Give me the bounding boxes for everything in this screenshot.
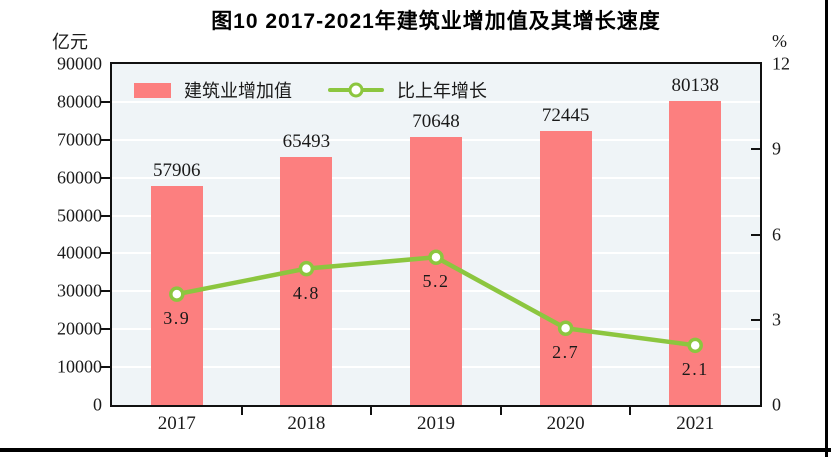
x-axis-label-2021: 2021	[676, 413, 715, 434]
plot-area: 建筑业增加值 比上年增长 57906 65493 70648 72445 80138 3.…	[110, 62, 762, 407]
y-left-tick-label-90000: 90000	[57, 53, 102, 74]
x-axis-label-2019: 2019	[417, 413, 455, 434]
y-left-tick-mark-10000	[101, 366, 110, 369]
x-axis-label-2020: 2020	[546, 413, 585, 434]
bar-value-label-2021: 80138	[671, 75, 719, 97]
x-axis-tick-mark-2	[370, 407, 373, 415]
y-left-tick-label-0: 0	[93, 394, 102, 415]
y-left-tick-label-70000: 70000	[57, 129, 102, 150]
left-axis-unit-label: 亿元	[52, 32, 88, 52]
y-left-tick-mark-70000	[101, 138, 110, 141]
growth-line-layer	[169, 249, 703, 354]
y-right-tick-mark-3	[751, 318, 760, 321]
y-right-tick-label-6: 6	[772, 224, 781, 244]
y-left-tick-mark-30000	[101, 290, 110, 293]
bar-2019	[410, 137, 462, 405]
legend-bar-swatch-icon	[134, 82, 171, 98]
x-axis-tick-mark-4	[629, 407, 632, 415]
legend: 建筑业增加值 比上年增长	[134, 77, 487, 103]
y-right-tick-label-3: 3	[772, 309, 781, 330]
x-axis-tick-mark-3	[499, 407, 502, 415]
y-left-tick-mark-40000	[101, 252, 110, 255]
chart-title: 图10 2017-2021年建筑业增加值及其增长速度	[211, 10, 661, 33]
y-right-tick-label-12: 12	[772, 53, 790, 74]
bar-2021	[669, 101, 722, 405]
x-axis-label-2017: 2017	[157, 413, 196, 434]
legend-line-marker-icon	[348, 82, 364, 98]
line-value-label-2019: 5.2	[422, 271, 450, 292]
plot-inner: 建筑业增加值 比上年增长 57906 65493 70648 72445 80138 3.…	[112, 64, 760, 405]
y-left-tick-label-30000: 30000	[57, 280, 102, 301]
x-axis-label-2018: 2018	[287, 413, 326, 434]
legend-line-label: 比上年增长	[397, 81, 487, 101]
bar-2020	[539, 130, 592, 405]
bar-value-label-2020: 72445	[541, 104, 590, 126]
line-marker-2020	[557, 320, 574, 337]
line-marker-2017	[169, 286, 185, 302]
legend-bar-label: 建筑业增加值	[184, 81, 292, 101]
line-value-label-2017: 3.9	[163, 308, 191, 329]
gridline-80000	[112, 100, 760, 103]
bar-value-label-2019: 70648	[412, 111, 460, 133]
y-left-tick-label-20000: 20000	[57, 318, 102, 339]
bar-2018	[280, 156, 333, 405]
legend-line-swatch-icon	[328, 82, 384, 98]
y-right-tick-mark-9	[751, 148, 760, 151]
line-value-label-2020: 2.7	[552, 342, 580, 363]
line-marker-2021	[687, 337, 703, 354]
line-value-label-2021: 2.1	[681, 359, 709, 380]
y-left-tick-label-10000: 10000	[57, 356, 102, 377]
page-border-right	[825, 0, 828, 457]
bar-value-label-2017: 57906	[153, 159, 201, 181]
right-axis-unit-label: %	[772, 31, 787, 51]
page-border-bottom	[0, 448, 831, 452]
y-right-tick-label-9: 9	[772, 138, 781, 159]
line-marker-2018	[298, 260, 315, 277]
line-marker-2019	[428, 249, 444, 265]
bar-value-label-2018: 65493	[282, 130, 331, 152]
line-value-label-2018: 4.8	[292, 282, 320, 303]
y-left-tick-mark-60000	[101, 176, 110, 179]
y-left-tick-mark-50000	[101, 214, 110, 217]
y-right-tick-label-0: 0	[772, 394, 781, 415]
y-left-tick-label-60000: 60000	[57, 167, 102, 188]
y-left-tick-label-40000: 40000	[57, 242, 102, 263]
y-left-tick-mark-80000	[101, 100, 110, 103]
y-left-tick-label-80000: 80000	[57, 91, 102, 112]
x-axis-tick-mark-1	[240, 407, 243, 415]
y-left-tick-mark-20000	[101, 328, 110, 331]
y-right-tick-mark-6	[751, 233, 760, 236]
y-left-tick-label-50000: 50000	[57, 205, 102, 226]
